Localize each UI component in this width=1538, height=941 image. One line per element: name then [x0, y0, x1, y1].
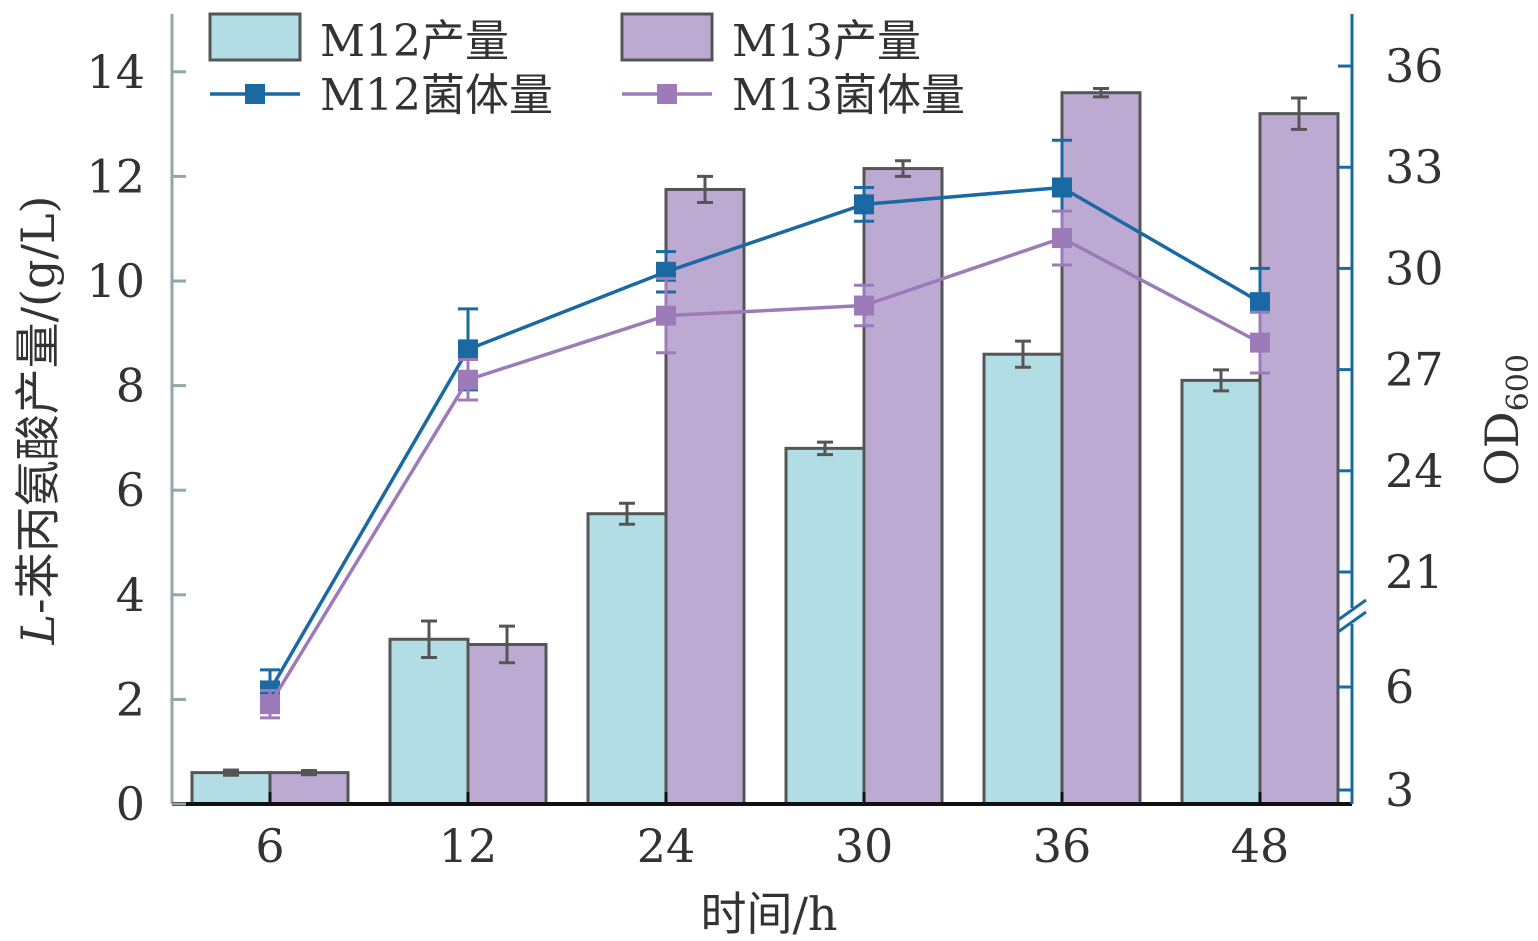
errorbar-M12产量-12 — [421, 619, 437, 660]
y-tick-label: 2 — [116, 672, 145, 726]
errorbar-M13产量-12 — [499, 624, 515, 665]
y-axis-title: L-苯丙氨酸产量/(g/L) — [11, 196, 65, 646]
y2-axis-break-mark — [1337, 598, 1367, 634]
legend-entry-M12菌体量: M12菌体量 — [210, 70, 553, 121]
y-axis-title-italic: L — [11, 614, 65, 646]
bar-M12产量-6 — [190, 771, 272, 806]
y-tick-label: 4 — [116, 568, 145, 622]
line-M12菌体量 — [268, 185, 1261, 692]
legend-swatch — [620, 12, 714, 62]
x-tick-label: 24 — [637, 819, 696, 873]
bar-M12产量-36 — [982, 352, 1064, 806]
legend-label: M12菌体量 — [320, 70, 553, 121]
bar-M13产量-6 — [268, 771, 350, 806]
y2-tick-label: 27 — [1385, 343, 1444, 397]
bar-M13产量-30 — [862, 167, 944, 806]
errorbar-M12产量-24 — [619, 501, 635, 526]
y2-tick-label: 21 — [1385, 545, 1444, 599]
y2-tick-label: 30 — [1385, 241, 1444, 295]
y2-axis-title: OD600 — [1475, 354, 1536, 486]
bar-M12产量-24 — [586, 512, 668, 806]
y2-tick-label: 33 — [1385, 140, 1444, 194]
errorbar-M12产量-30 — [817, 440, 833, 457]
y-tick-label: 0 — [116, 777, 145, 831]
bar-M12产量-30 — [784, 446, 866, 806]
point-M13菌体量-6 — [260, 694, 280, 715]
errorbar-M13产量-48 — [1291, 96, 1307, 131]
y-tick-label: 10 — [86, 254, 145, 308]
bar-M12产量-48 — [1180, 378, 1262, 806]
point-M13菌体量-48 — [1250, 332, 1270, 353]
line-M13菌体量 — [268, 236, 1261, 706]
x-tick-label: 30 — [835, 819, 894, 873]
x-tick-label: 36 — [1033, 819, 1092, 873]
x-tick-label: 48 — [1231, 819, 1290, 873]
bars-layer — [190, 87, 1340, 806]
y-tick-label: 12 — [86, 149, 145, 203]
legend: M12产量 M13产量 M12菌体量 M13菌体量 — [208, 12, 965, 121]
bar-M13产量-36 — [1060, 91, 1142, 806]
x-tick-label: 12 — [439, 819, 498, 873]
y-tick-label: 14 — [86, 45, 145, 99]
errorbar-M13产量-36 — [1093, 87, 1109, 99]
y-tick-label: 8 — [116, 359, 145, 413]
point-M13菌体量-36 — [1052, 228, 1072, 249]
x-axis-title: 时间/h — [700, 887, 837, 941]
y2-tick-label: 6 — [1385, 660, 1414, 714]
legend-marker — [245, 84, 265, 104]
y2-tick-label: 36 — [1385, 39, 1444, 93]
errorbar-M12产量-48 — [1213, 368, 1229, 393]
legend-entry-M13菌体量: M13菌体量 — [622, 70, 965, 121]
errorbar-M13产量-30 — [895, 159, 911, 178]
point-M12菌体量-30 — [854, 194, 874, 215]
lines-layer — [260, 138, 1270, 720]
errorbar-M12产量-36 — [1015, 339, 1031, 369]
point-M13菌体量-24 — [656, 305, 676, 326]
point-M12菌体量-24 — [656, 261, 676, 282]
point-M13菌体量-12 — [458, 369, 478, 390]
bar-M12产量-12 — [388, 637, 470, 806]
legend-swatch — [208, 12, 302, 62]
legend-label: M13产量 — [732, 16, 921, 67]
legend-marker — [657, 84, 677, 104]
errorbar-M13产量-6 — [301, 769, 317, 777]
bar-M13产量-24 — [664, 187, 746, 806]
y2-axis-title-main: OD — [1475, 411, 1529, 486]
y-tick-label: 6 — [116, 463, 145, 517]
point-M12菌体量-48 — [1250, 292, 1270, 313]
legend-entry-M13产量: M13产量 — [620, 12, 921, 67]
point-M12菌体量-36 — [1052, 177, 1072, 198]
errorbar-M13产量-24 — [697, 174, 713, 205]
errorbar-M12产量-6 — [223, 768, 239, 777]
y2-axis-title-sub: 600 — [1501, 354, 1536, 411]
legend-label: M12产量 — [320, 16, 509, 67]
bar-M13产量-48 — [1258, 112, 1340, 806]
point-M12菌体量-12 — [458, 339, 478, 360]
y2-tick-label: 24 — [1385, 444, 1444, 498]
legend-label: M13菌体量 — [732, 70, 965, 121]
x-tick-label: 6 — [255, 819, 284, 873]
legend-entry-M12产量: M12产量 — [208, 12, 509, 67]
point-M13菌体量-30 — [854, 295, 874, 316]
bar-M13产量-12 — [466, 642, 548, 806]
y2-tick-label: 3 — [1385, 763, 1414, 817]
y-axis-title-rest: -苯丙氨酸产量/(g/L) — [11, 196, 65, 614]
